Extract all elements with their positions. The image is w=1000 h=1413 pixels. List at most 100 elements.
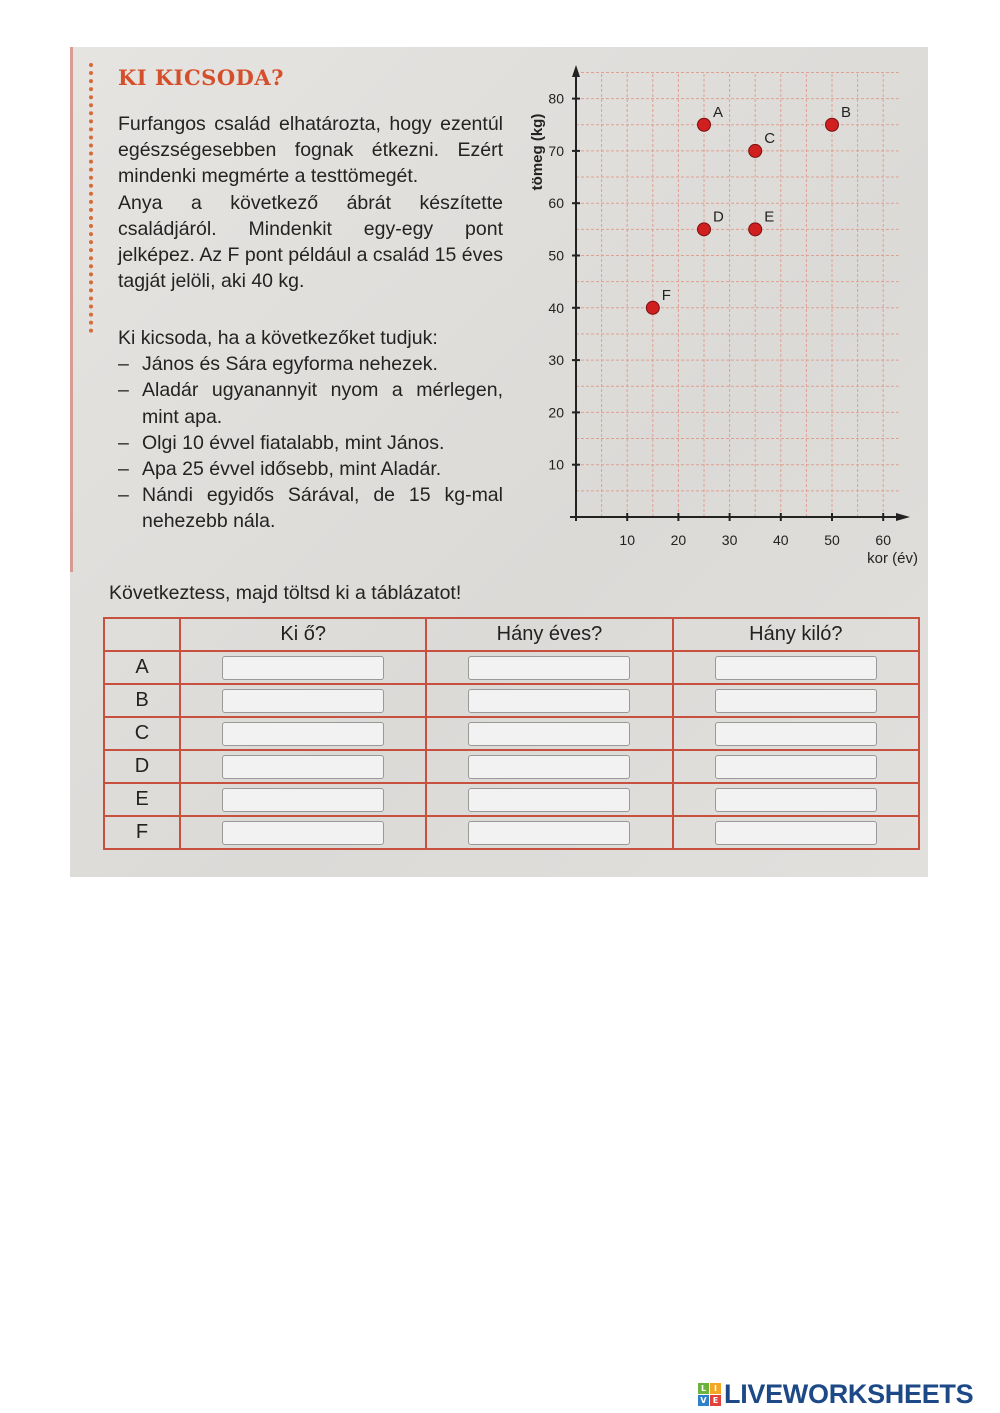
answer-input-who[interactable] [222,655,385,680]
answer-input-weight[interactable] [714,754,877,779]
y-tick-label: 80 [548,91,564,107]
answer-input-who[interactable] [222,721,385,746]
answer-cell [671,650,921,685]
intro-paragraph-1: Furfangos család elhatározta, hogy ezent… [118,113,503,188]
answer-input-who[interactable] [222,754,385,779]
x-tick-label: 10 [619,532,635,548]
dotted-border [89,63,97,333]
answer-input-who[interactable] [222,688,385,713]
point-label: F [662,287,671,304]
logo-tiles: L I V E [698,1383,721,1406]
intro-text: Furfangos család elhatározta, hogy ezent… [118,111,503,294]
x-axis-arrow [896,513,910,521]
scatter-chart: 10 20 30 40 50 60 10 20 30 40 50 60 70 80 kor (év) töme… [529,65,918,567]
clue-question: Ki kicsoda, ha a következőket tudjuk: [118,327,438,349]
answer-input-weight[interactable] [714,721,877,746]
answer-cell [425,716,674,751]
header-age: Hány éves? [425,617,674,652]
y-tick-label: 50 [548,248,564,264]
row-label: F [103,815,181,850]
row-label: A [103,650,181,685]
logo-tile: L [698,1383,709,1394]
answer-cell [425,749,674,784]
answer-cell [425,815,674,850]
point-label: E [764,208,774,225]
row-label: D [103,749,181,784]
clue-text: Nándi egyidős Sárával, de 15 kg-mal nehe… [142,484,503,533]
answer-input-weight[interactable] [714,688,877,713]
data-point [825,117,839,132]
answer-cell [425,782,674,817]
answer-input-age[interactable] [468,655,631,680]
point-label: B [841,104,851,121]
data-point [645,300,660,315]
instruction: Következtess, majd töltsd ki a táblázato… [109,582,462,604]
answer-input-weight[interactable] [714,787,877,812]
clue-item: – Aladár ugyanannyit nyom a mérlegen, min… [118,377,503,429]
dash: – [118,458,129,481]
y-tick-label: 40 [548,300,564,316]
table-row: F [103,815,921,850]
logo-text: LIVEWORKSHEETS [724,1379,974,1409]
answer-input-who[interactable] [222,787,385,812]
data-point [748,143,763,158]
intro-paragraph-2: Anya a következő ábrát készítette család… [118,191,503,293]
y-tick-label: 10 [548,457,564,473]
header-corner [103,617,181,652]
answer-cell [178,782,428,817]
table-row: E [103,782,921,817]
point-label: C [764,130,775,147]
answer-input-weight[interactable] [714,820,877,845]
x-tick-label: 50 [824,532,840,548]
table-header: Ki ő? Hány éves? Hány kiló? [103,617,921,652]
logo-tile: E [710,1395,721,1406]
answer-cell [671,716,921,751]
answer-cell [671,749,921,784]
logo-tile: I [710,1383,721,1394]
clue-item: – Olgi 10 évvel fiatalabb, mint János. [118,430,503,456]
clue-item: – Apa 25 évvel idősebb, mint Aladár. [118,456,503,482]
clue-item: – János és Sára egyforma nehezek. [118,351,503,377]
answer-cell [178,683,428,718]
table-row: D [103,749,921,784]
answer-cell [178,716,428,751]
answer-input-age[interactable] [468,688,631,713]
y-tick-label: 70 [548,143,564,159]
answer-cell [425,650,674,685]
answer-input-age[interactable] [468,754,631,779]
answer-input-age[interactable] [468,820,631,845]
y-tick-label: 30 [548,352,564,368]
answer-input-age[interactable] [468,787,631,812]
clue-text: Olgi 10 évvel fiatalabb, mint János. [142,431,445,454]
table-row: C [103,716,921,751]
y-tick-label: 20 [548,404,564,420]
dash: – [118,431,129,454]
clue-text: Aladár ugyanannyit nyom a mérlegen, mint… [142,379,503,428]
clue-text: Apa 25 évvel idősebb, mint Aladár. [142,458,442,481]
clues: Ki kicsoda, ha a következőket tudjuk: – J… [118,325,503,535]
data-point [748,222,763,237]
row-label: C [103,716,181,751]
x-axis-label: kor (év) [867,550,918,567]
answer-input-weight[interactable] [714,655,877,680]
answer-input-who[interactable] [222,820,385,845]
row-label: B [103,683,181,718]
dash: – [118,484,129,507]
table-row: B [103,683,921,718]
dash: – [118,353,129,376]
table-row: A [103,650,921,685]
answer-cell [425,683,674,718]
answer-cell [178,650,428,685]
answer-cell [671,683,921,718]
x-tick-label: 20 [671,532,687,548]
logo-tile: V [698,1395,709,1406]
data-point [697,117,711,132]
answer-input-age[interactable] [468,721,631,746]
x-tick-label: 60 [875,532,891,548]
x-tick-label: 40 [773,532,789,548]
point-label: A [713,104,723,121]
answer-cell [671,782,921,817]
y-axis-label: tömeg (kg) [529,114,546,191]
answer-cell [178,749,428,784]
